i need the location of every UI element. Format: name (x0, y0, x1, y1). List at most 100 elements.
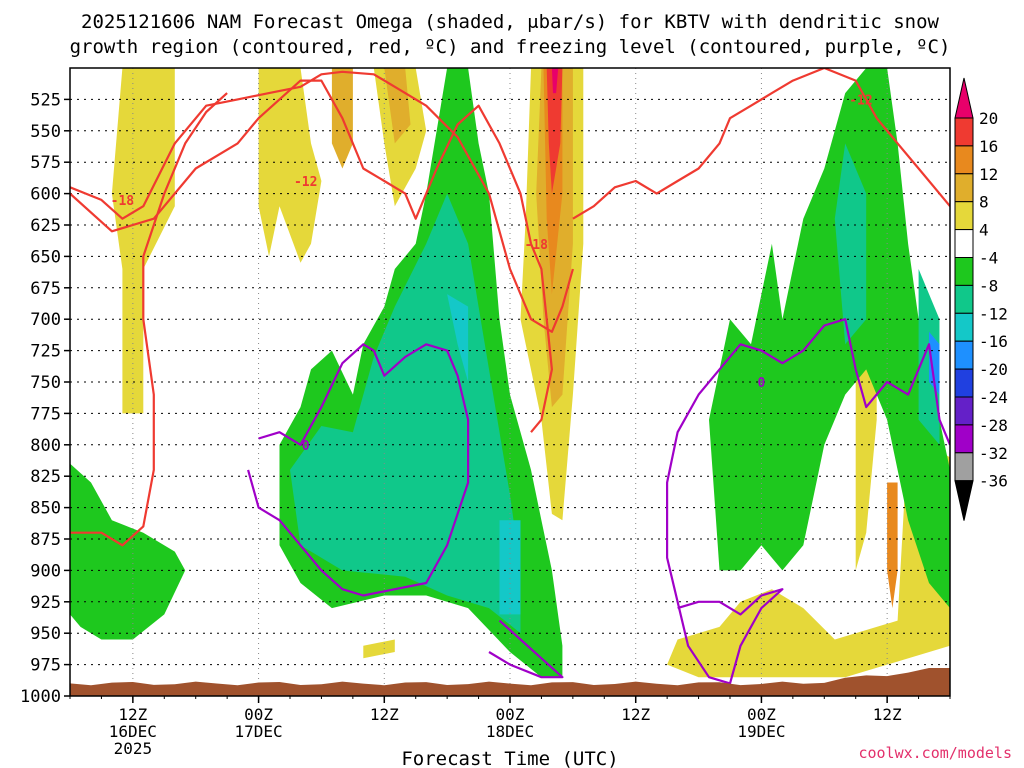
contour-label: -18 (524, 238, 548, 253)
y-tick-label: 775 (30, 404, 61, 424)
y-tick-label: 750 (30, 373, 61, 393)
omega-region-rise-c-core (384, 68, 411, 144)
x-tick-label: 12Z (621, 705, 650, 724)
contour-label: 0 (758, 376, 766, 391)
colorbar-label: 12 (979, 165, 998, 184)
omega-shading (70, 68, 950, 678)
omega-region-rise-small (363, 639, 395, 659)
colorbar-bin (954, 312, 974, 342)
omega-region-rise-b (258, 68, 322, 263)
colorbar-label: -8 (979, 276, 998, 295)
omega-region-sink-right (709, 68, 950, 609)
y-tick-label: 800 (30, 436, 61, 456)
colorbar-bin (954, 145, 974, 175)
contour-label: -12 (294, 175, 317, 190)
colorbar-label: -12 (979, 304, 1008, 323)
contour-freezing-mid (247, 343, 470, 597)
y-tick-label: 525 (30, 90, 61, 110)
x-tick-label: 17DEC (234, 722, 282, 741)
omega-region-sink-right-16 (929, 331, 940, 395)
y-tick-label: 700 (30, 310, 61, 330)
colorbar-bin (954, 396, 974, 426)
contour-label: -12 (849, 93, 872, 108)
x-tick-label: 18DEC (486, 722, 534, 741)
colorbar-bin (954, 201, 974, 231)
contour-dgz-minus18-west (70, 70, 574, 333)
y-tick-label: 675 (30, 279, 61, 299)
colorbar-bin (954, 340, 974, 370)
plot-area: -12 -18 -12 -18 0 0 (70, 68, 950, 696)
x-tick-label: 12Z (118, 705, 147, 724)
y-tick-label: 900 (30, 561, 61, 581)
colorbar-label: 16 (979, 137, 998, 156)
colorbar-label: -4 (979, 249, 998, 268)
colorbar: 20 16 12 8 4 -4 -8 -12 -16 -20 -24 -28 -32 -36 (954, 77, 1008, 521)
colorbar-label: -28 (979, 416, 1008, 435)
contour-dgz-lower-mid (529, 243, 554, 433)
omega-region-rise-late-col-12 (887, 482, 898, 609)
contour-lines: -12 -18 -12 -18 0 0 (70, 68, 950, 685)
terrain-fill (70, 668, 950, 696)
credit-text: coolwx.com/models (858, 744, 1012, 762)
colorbar-arrow-top (954, 77, 974, 119)
x-tick-label: 19DEC (737, 722, 785, 741)
colorbar-label: 20 (979, 109, 998, 128)
contour-dgz-upper-east (572, 68, 950, 220)
contour-freezing-east (665, 318, 950, 685)
colorbar-label: -36 (979, 472, 1008, 491)
colorbar-bin (954, 257, 974, 286)
contour-freezing-low (488, 619, 564, 679)
colorbar-bin (954, 117, 974, 147)
x-tick-label: 00Z (496, 705, 525, 724)
colorbar-bin (954, 452, 974, 482)
colorbar-label: 8 (979, 193, 989, 212)
omega-region-rise-east-early (111, 68, 175, 414)
colorbar-label: -32 (979, 444, 1008, 463)
colorbar-bin (954, 284, 974, 314)
y-tick-label: 600 (30, 185, 61, 205)
omega-region-sink-right-8 (834, 143, 867, 345)
x-tick-label: 12Z (873, 705, 902, 724)
x-tick-label: 00Z (244, 705, 273, 724)
contour-label: 0 (302, 439, 310, 454)
y-tick-label: 1000 (20, 687, 61, 707)
y-tick-label: 950 (30, 624, 61, 644)
colorbar-bin (954, 173, 974, 203)
y-tick-label: 825 (30, 467, 61, 487)
colorbar-label: -20 (979, 360, 1008, 379)
chart-title-line2: growth region (contoured, red, ºC) and f… (70, 36, 951, 58)
y-tick-label: 725 (30, 342, 61, 362)
colorbar-label: -24 (979, 388, 1008, 407)
omega-region-sink-mid-12 (447, 294, 469, 382)
x-tick-label: 2025 (114, 739, 153, 758)
omega-region-rise-late-low (667, 432, 950, 678)
colorbar-label: 4 (979, 221, 989, 240)
colorbar-bin (954, 368, 974, 398)
omega-region-sink-mid-12b (499, 520, 521, 615)
x-tick-label: 12Z (370, 705, 399, 724)
chart-title-line1: 2025121606 NAM Forecast Omega (shaded, μ… (81, 11, 939, 33)
y-axis: 525 550 575 600 625 650 675 700 725 750 775 800 825 8… (20, 90, 70, 707)
terrain-surface (70, 668, 950, 696)
y-tick-label: 975 (30, 656, 61, 676)
y-tick-label: 875 (30, 530, 61, 550)
contour-dgz-minus12-west (70, 79, 533, 245)
y-tick-label: 550 (30, 122, 61, 142)
x-axis-label: Forecast Time (UTC) (401, 748, 618, 768)
x-tick-label: 00Z (747, 705, 776, 724)
colorbar-bin (954, 229, 974, 259)
y-tick-label: 625 (30, 216, 61, 236)
contour-dgz-lower-west (70, 92, 228, 547)
y-tick-label: 575 (30, 153, 61, 173)
y-tick-label: 850 (30, 499, 61, 519)
colorbar-label: -16 (979, 332, 1008, 351)
x-tick-label: 16DEC (109, 722, 157, 741)
contour-label: -18 (111, 194, 135, 209)
colorbar-arrow-bottom (954, 480, 974, 521)
colorbar-bin (954, 424, 974, 454)
y-tick-label: 650 (30, 247, 61, 267)
y-tick-label: 925 (30, 593, 61, 613)
omega-region-rise-main-20 (551, 68, 559, 94)
